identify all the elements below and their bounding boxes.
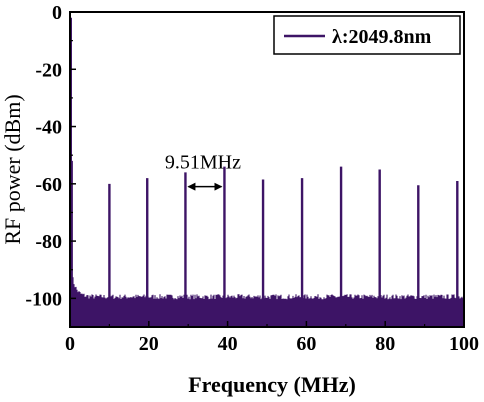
x-tick-label: 40	[218, 333, 238, 355]
x-tick-label: 80	[375, 333, 395, 355]
x-tick-label: 20	[139, 333, 159, 355]
noise-floor-trace	[71, 277, 464, 326]
x-tick-label: 100	[449, 333, 479, 355]
plot-layer	[69, 17, 464, 326]
spacing-annotation-label: 9.51MHz	[165, 152, 241, 174]
plot-frame	[69, 11, 465, 328]
y-axis-title: RF power (dBm)	[0, 94, 25, 244]
ticks-layer: 0 20 40 60 80 100 0 -20 -40 -60 -80 -100	[25, 2, 479, 355]
y-tick-label: -100	[25, 288, 62, 310]
x-axis-title: Frequency (MHz)	[188, 372, 356, 397]
y-tick-label: -40	[35, 117, 62, 139]
y-tick-label: -20	[35, 59, 62, 81]
y-tick-label: 0	[52, 2, 62, 24]
legend-entry-label: λ:2049.8nm	[332, 26, 432, 48]
legend: λ:2049.8nm	[273, 15, 461, 55]
x-tick-label: 0	[65, 333, 75, 355]
annotation-layer: 9.51MHz	[165, 152, 241, 191]
x-tick-label: 60	[296, 333, 316, 355]
y-tick-label: -60	[35, 174, 62, 196]
y-tick-label: -80	[35, 231, 62, 253]
